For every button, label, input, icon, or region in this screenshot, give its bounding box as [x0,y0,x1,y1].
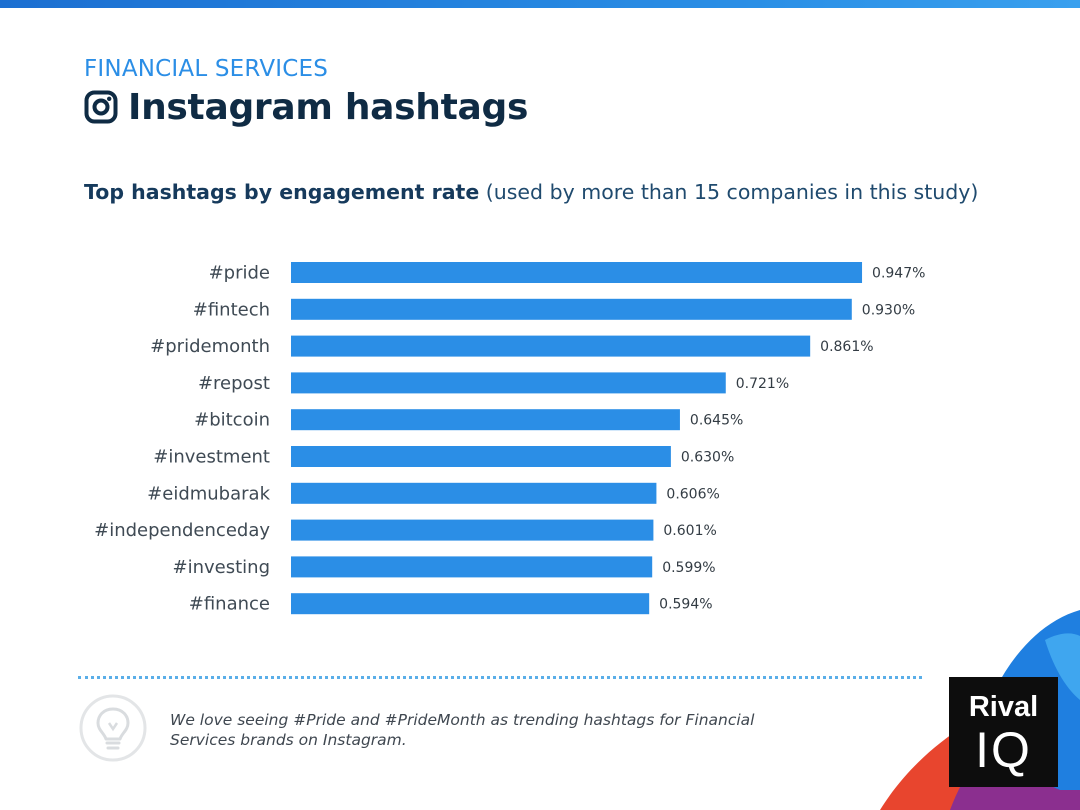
page-title: Instagram hashtags [128,86,529,128]
category-label: #independenceday [94,520,270,541]
category-label: #finance [189,594,270,615]
bar-chart-svg: #pride 0.947% #fintech 0.930% #pridemonth 0.8… [94,262,925,615]
value-label: 0.601% [663,523,716,539]
value-label: 0.947% [872,266,925,282]
category-label: #fintech [193,299,270,320]
logo-text-rival: Rival [968,691,1039,723]
title-row: Instagram hashtags [84,84,528,130]
bar-chart: #pride 0.947% #fintech 0.930% #pridemonth 0.8… [0,240,1080,630]
rival-iq-logo: Rival IQ [949,677,1058,787]
bar [291,409,680,431]
bar [291,262,863,283]
bar [291,372,726,394]
chart-subtitle: Top hashtags by engagement rate (used by… [84,180,978,204]
value-label: 0.594% [659,597,712,613]
category-label: FINANCIAL SERVICES [84,56,329,82]
subtitle-bold: Top hashtags by engagement rate [84,180,480,204]
bar [291,556,653,578]
category-label: #bitcoin [194,410,270,431]
value-label: 0.721% [736,376,789,392]
bar [291,446,671,467]
category-label: #pride [209,263,270,284]
value-label: 0.930% [862,302,915,318]
bar [291,482,657,504]
value-label: 0.645% [690,413,743,429]
category-label: #repost [198,373,270,394]
instagram-icon [84,90,118,124]
divider [78,676,922,679]
bar [291,335,811,357]
bar [291,593,650,615]
insight-note: We love seeing #Pride and #PrideMonth as… [170,711,755,749]
value-label: 0.599% [662,560,715,576]
category-label: #investment [153,447,270,468]
category-label: #pridemonth [150,336,270,357]
value-label: 0.861% [820,339,873,355]
category-label: #eidmubarak [147,483,270,504]
top-accent-bar [0,0,1080,8]
category-label: #investing [173,557,271,578]
lightbulb-icon [79,694,147,762]
subtitle-rest: (used by more than 15 companies in this … [479,180,979,204]
value-label: 0.606% [666,486,719,502]
logo-text-iq: IQ [975,722,1032,778]
value-label: 0.630% [681,450,734,466]
bar [291,519,654,541]
bar [291,298,852,320]
